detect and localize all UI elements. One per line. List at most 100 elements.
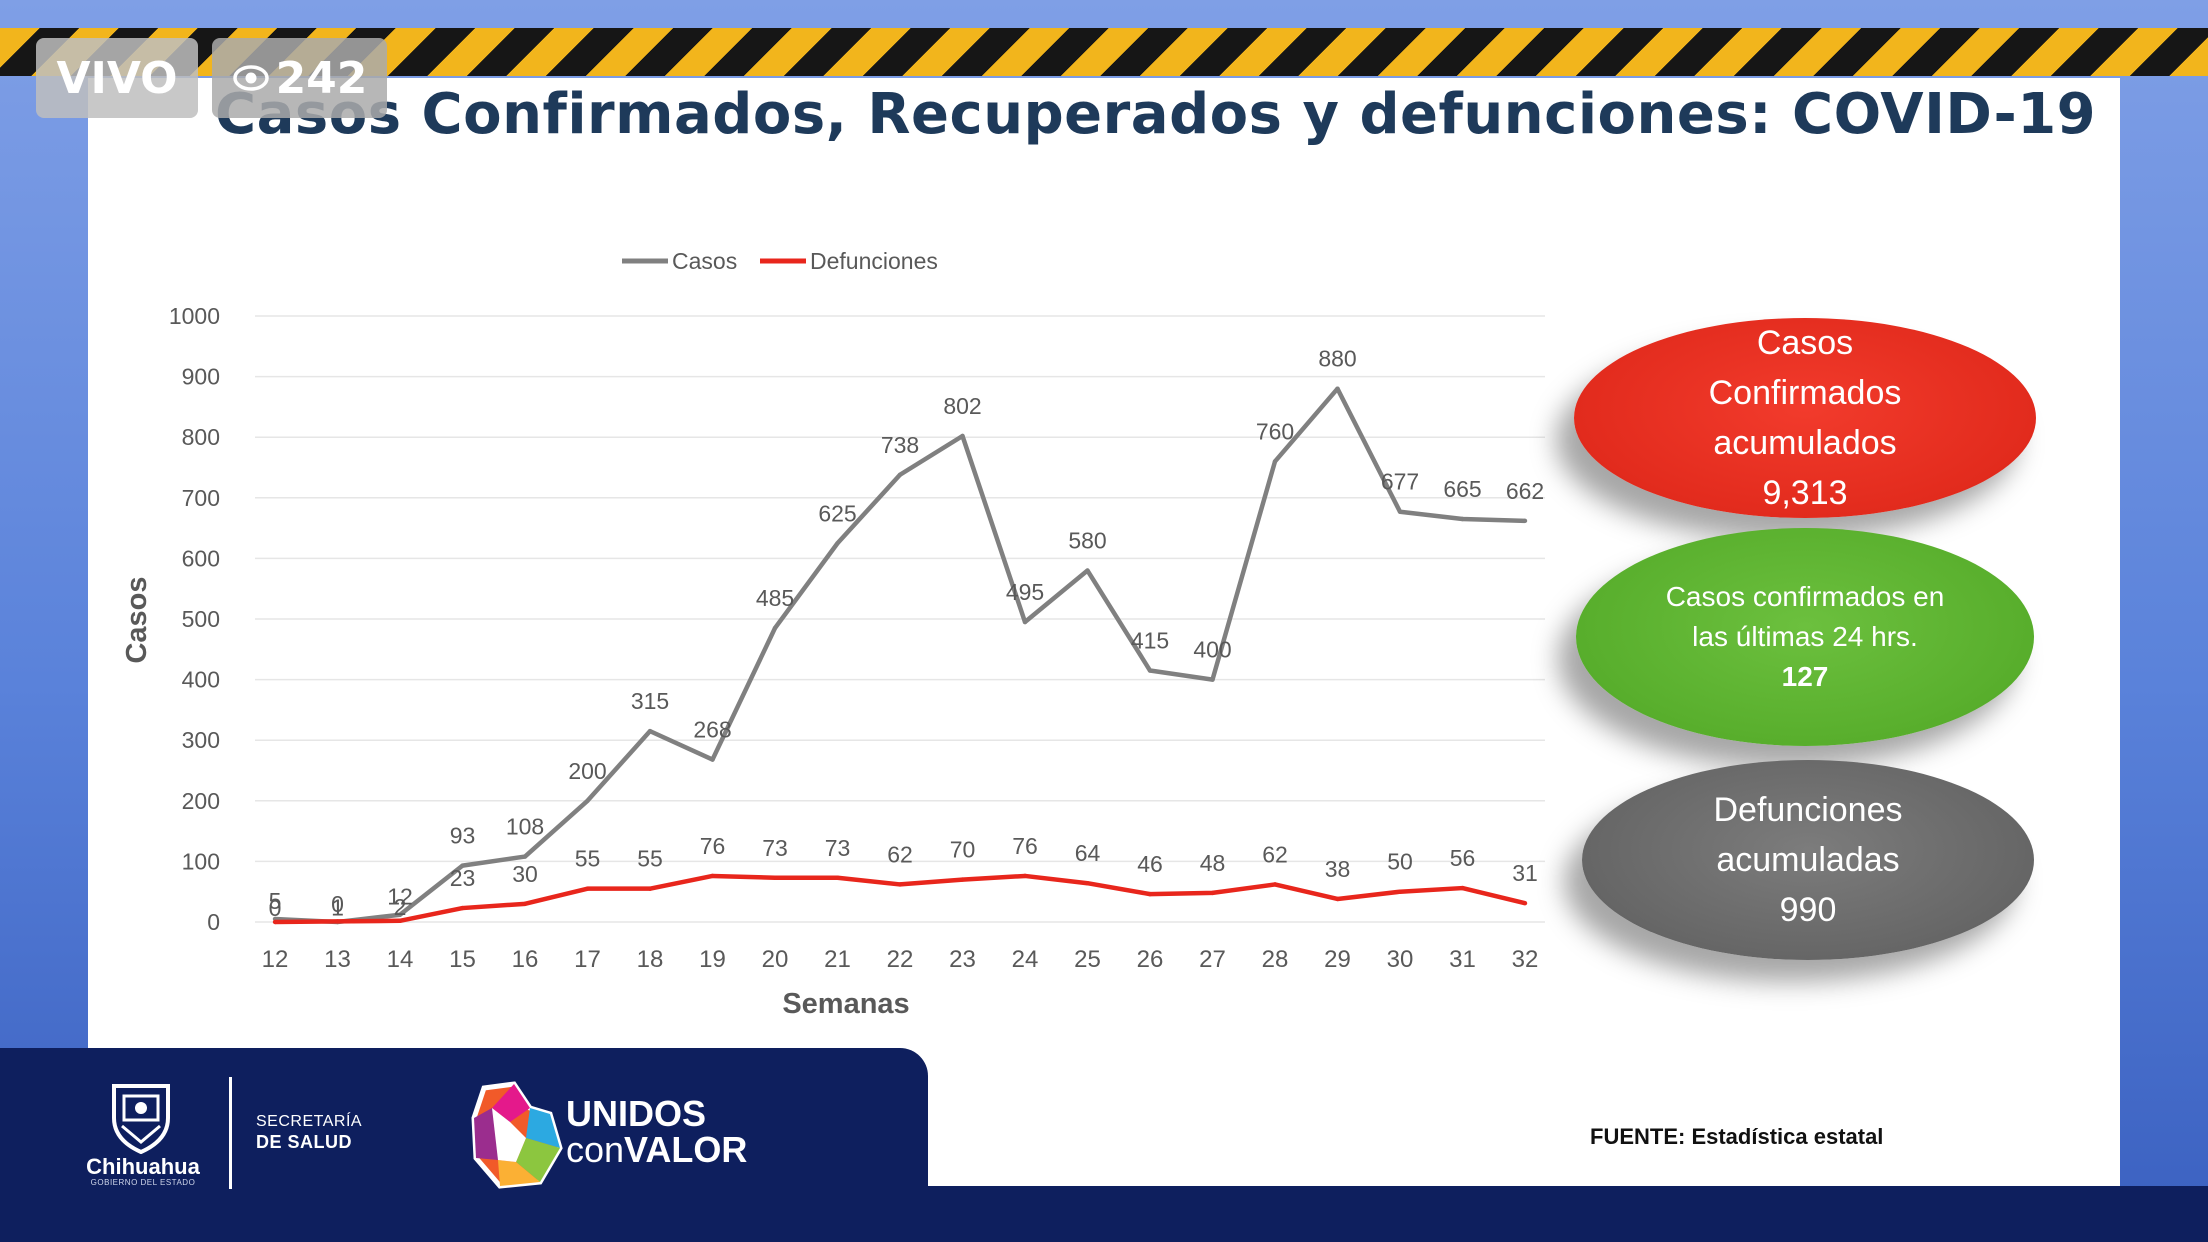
data-label-defunciones: 76 <box>1012 833 1038 859</box>
data-label-defunciones: 23 <box>450 865 476 891</box>
data-label-defunciones: 55 <box>637 846 663 872</box>
campaign-line2: conVALOR <box>566 1132 806 1168</box>
data-point-defunciones <box>835 875 840 880</box>
data-point-defunciones <box>1397 889 1403 894</box>
confirmed-cases-oval: Casos Confirmados acumulados 9,313 <box>1574 318 2036 518</box>
data-point-casos <box>960 433 965 439</box>
deaths-value: 990 <box>1779 891 1837 929</box>
viewer-count-badge: 242 <box>212 38 387 118</box>
data-point-casos <box>1085 568 1090 573</box>
x-tick-label: 27 <box>1199 946 1226 973</box>
y-tick-label: 900 <box>182 364 220 390</box>
data-label-casos: 665 <box>1443 476 1481 502</box>
data-point-casos <box>1335 386 1340 391</box>
data-point-casos <box>522 854 528 859</box>
data-point-casos <box>397 912 403 917</box>
x-tick-label: 32 <box>1512 946 1539 973</box>
data-label-casos: 200 <box>568 758 606 784</box>
deaths-line1: Defunciones <box>1713 791 1903 829</box>
data-label-defunciones: 73 <box>825 835 851 861</box>
data-point-defunciones <box>710 873 715 879</box>
campaign-con: con <box>566 1129 625 1170</box>
data-label-defunciones: 48 <box>1200 850 1226 876</box>
data-point-casos <box>1147 668 1153 673</box>
campaign-valor: VALOR <box>624 1129 748 1170</box>
x-tick-label: 18 <box>637 946 664 973</box>
data-label-defunciones: 50 <box>1387 849 1413 875</box>
data-point-defunciones <box>460 905 465 911</box>
data-label-casos: 415 <box>1131 628 1169 654</box>
x-tick-label: 13 <box>324 946 351 973</box>
unidos-con-valor-logo <box>471 1081 563 1189</box>
data-label-defunciones: 56 <box>1450 845 1476 871</box>
campaign-line1: UNIDOS <box>566 1093 707 1134</box>
secretaria-line1: SECRETARÍA <box>256 1113 363 1130</box>
data-point-defunciones <box>897 882 903 887</box>
data-label-casos: 108 <box>506 814 544 840</box>
data-label-casos: 677 <box>1381 469 1419 495</box>
data-point-casos <box>1272 459 1278 464</box>
deaths-line2: acumuladas <box>1716 841 1900 879</box>
data-point-casos <box>835 541 840 546</box>
data-label-casos: 625 <box>818 500 856 526</box>
data-point-casos <box>710 757 715 762</box>
data-point-casos <box>1210 677 1215 682</box>
secretaria-label: SECRETARÍA DE SALUD <box>256 1112 416 1152</box>
confirmed-value: 9,313 <box>1762 474 1848 512</box>
data-point-casos <box>585 798 590 803</box>
data-label-defunciones: 76 <box>700 833 726 859</box>
viewer-count: 242 <box>275 52 368 104</box>
data-label-defunciones: 30 <box>512 861 538 887</box>
secretaria-line2: DE SALUD <box>256 1132 353 1152</box>
data-point-defunciones <box>335 919 340 924</box>
x-tick-label: 29 <box>1324 946 1351 973</box>
y-tick-label: 600 <box>182 545 220 571</box>
data-label-defunciones: 1 <box>331 894 344 920</box>
y-tick-label: 100 <box>182 848 220 874</box>
data-point-casos <box>1522 518 1528 524</box>
y-tick-label: 700 <box>182 485 220 511</box>
y-tick-label: 500 <box>182 606 220 632</box>
data-point-defunciones <box>522 901 528 907</box>
y-axis-title: Casos <box>121 576 153 663</box>
data-label-casos: 760 <box>1256 418 1294 444</box>
last24-line2: las últimas 24 hrs. <box>1692 621 1918 652</box>
campaign-wordmark: UNIDOS conVALOR <box>566 1096 806 1168</box>
data-point-defunciones <box>397 918 403 923</box>
data-label-casos: 0 <box>331 891 344 917</box>
data-point-casos <box>1022 619 1028 625</box>
data-label-defunciones: 55 <box>575 846 601 872</box>
data-point-casos <box>772 625 778 631</box>
data-point-defunciones <box>272 919 278 925</box>
x-tick-label: 17 <box>574 946 601 973</box>
data-label-casos: 662 <box>1506 478 1544 504</box>
data-point-defunciones <box>960 877 965 882</box>
deaths-oval: Defunciones acumuladas 990 <box>1582 760 2034 960</box>
last24-line1: Casos confirmados en <box>1665 581 1945 612</box>
data-point-casos <box>897 472 903 477</box>
data-label-defunciones: 46 <box>1137 851 1163 877</box>
chihuahua-shield-logo <box>112 1084 170 1154</box>
data-label-casos: 268 <box>693 717 731 743</box>
x-tick-label: 31 <box>1449 946 1476 973</box>
eye-icon <box>232 65 269 91</box>
y-tick-label: 200 <box>182 788 220 814</box>
legend-label-defunciones: Defunciones <box>810 248 938 274</box>
footer-divider <box>229 1077 232 1189</box>
data-point-defunciones <box>585 886 590 891</box>
last-24h-oval: Casos confirmados en las últimas 24 hrs.… <box>1576 528 2034 746</box>
data-label-casos: 12 <box>387 884 413 910</box>
data-label-casos: 93 <box>450 823 476 849</box>
data-point-defunciones <box>1085 881 1090 886</box>
y-tick-label: 0 <box>207 909 220 935</box>
data-label-defunciones: 70 <box>950 837 976 863</box>
data-point-defunciones <box>647 886 653 891</box>
x-tick-label: 12 <box>262 946 289 973</box>
x-tick-label: 20 <box>762 946 789 973</box>
live-badge: VIVO <box>36 38 198 118</box>
data-label-casos: 802 <box>943 393 981 419</box>
x-tick-label: 16 <box>512 946 539 973</box>
y-tick-label: 400 <box>182 667 220 693</box>
state-name: Chihuahua <box>86 1154 200 1179</box>
data-label-casos: 738 <box>881 432 919 458</box>
